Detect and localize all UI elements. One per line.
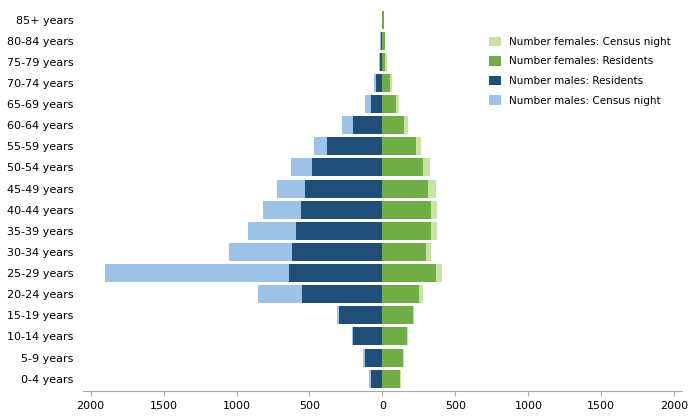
Bar (354, 116, 382, 134)
Bar (290, 158, 382, 176)
Bar (382, 32, 385, 50)
Bar (382, 116, 404, 134)
Bar (371, 95, 382, 113)
Bar (382, 349, 404, 367)
Bar (278, 180, 382, 198)
Bar (296, 222, 382, 240)
Bar (248, 222, 382, 240)
Bar (302, 285, 382, 303)
Bar (382, 180, 436, 198)
Bar (382, 74, 392, 92)
Bar (229, 243, 382, 261)
Bar (382, 370, 400, 387)
Bar (382, 158, 423, 176)
Bar (382, 138, 416, 155)
Bar (339, 306, 382, 324)
Bar (382, 201, 431, 219)
Bar (382, 243, 432, 261)
Bar (363, 349, 382, 367)
Legend: Number females: Census night, Number females: Residents, Number males: Residents: Number females: Census night, Number fem… (483, 31, 677, 111)
Bar (289, 264, 382, 282)
Bar (380, 53, 382, 71)
Bar (382, 327, 408, 345)
Bar (365, 349, 382, 367)
Bar (382, 285, 422, 303)
Bar (354, 327, 382, 345)
Bar (382, 10, 384, 28)
Bar (314, 138, 382, 155)
Bar (382, 285, 419, 303)
Bar (382, 53, 386, 71)
Bar (376, 74, 382, 92)
Bar (258, 285, 382, 303)
Bar (382, 306, 414, 324)
Bar (292, 243, 382, 261)
Bar (382, 201, 437, 219)
Bar (337, 306, 382, 324)
Bar (370, 370, 382, 387)
Bar (327, 138, 382, 155)
Bar (379, 53, 382, 71)
Bar (382, 53, 387, 71)
Bar (382, 327, 407, 345)
Bar (382, 10, 384, 28)
Bar (382, 264, 436, 282)
Bar (371, 370, 382, 387)
Bar (351, 327, 382, 345)
Bar (382, 158, 430, 176)
Bar (374, 74, 382, 92)
Bar (382, 95, 395, 113)
Bar (382, 222, 437, 240)
Bar (365, 95, 382, 113)
Bar (381, 10, 382, 28)
Bar (382, 264, 442, 282)
Bar (263, 201, 382, 219)
Bar (382, 222, 431, 240)
Bar (342, 116, 382, 134)
Bar (382, 116, 408, 134)
Bar (382, 243, 426, 261)
Bar (313, 158, 382, 176)
Bar (382, 138, 421, 155)
Bar (382, 370, 401, 387)
Bar (305, 180, 382, 198)
Bar (381, 10, 382, 28)
Bar (382, 306, 413, 324)
Bar (382, 349, 403, 367)
Bar (382, 74, 390, 92)
Bar (382, 180, 427, 198)
Bar (381, 32, 382, 50)
Bar (380, 32, 382, 50)
Bar (382, 32, 386, 50)
Bar (382, 95, 400, 113)
Bar (301, 201, 382, 219)
Bar (105, 264, 382, 282)
